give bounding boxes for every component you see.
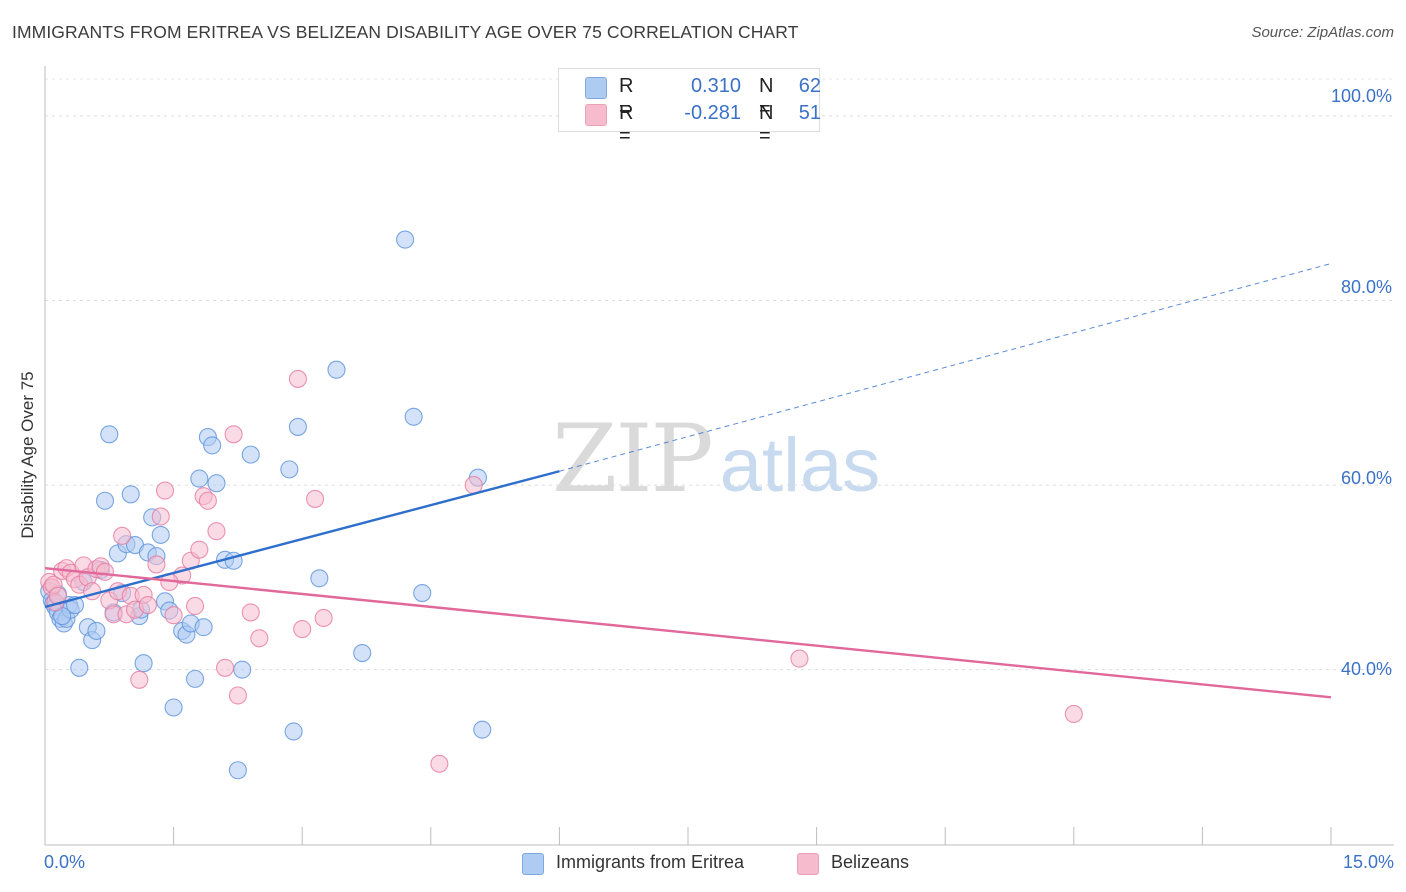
watermark-zip: ZIP xyxy=(552,405,714,514)
point-belizeans xyxy=(314,608,333,628)
y-tick-label-80: 80.0% xyxy=(1340,277,1392,297)
y-tick-label-40: 40.0% xyxy=(1340,659,1392,679)
point-belizeans xyxy=(198,491,217,510)
point-belizeans xyxy=(430,754,449,773)
x-tick-label-0: 0.0% xyxy=(44,852,86,872)
point-eritrea xyxy=(280,460,299,479)
point-eritrea xyxy=(151,525,170,544)
point-belizeans xyxy=(190,540,209,559)
legend-swatch-belizeans xyxy=(585,104,607,126)
legend-r-value: 0.310 xyxy=(690,75,741,97)
point-belizeans xyxy=(164,606,183,625)
legend-n-value: 51 xyxy=(798,102,821,124)
bottom-legend-swatch-belizeans xyxy=(797,853,819,875)
point-belizeans xyxy=(151,507,170,526)
watermark-atlas: atlas xyxy=(719,423,881,508)
y-axis-label: Disability Age Over 75 xyxy=(18,371,37,539)
point-belizeans xyxy=(228,686,247,705)
watermark: ZIP atlas xyxy=(552,405,880,514)
trendline-belizeans xyxy=(44,566,1332,699)
point-eritrea xyxy=(121,485,140,504)
point-eritrea xyxy=(310,569,329,588)
point-belizeans xyxy=(130,670,149,689)
legend-n-label: N = xyxy=(759,102,774,147)
point-eritrea xyxy=(134,654,153,673)
point-belizeans xyxy=(1064,704,1083,723)
point-eritrea xyxy=(233,660,252,679)
point-belizeans xyxy=(138,595,157,615)
point-eritrea xyxy=(396,230,415,249)
bottom-legend-swatch-eritrea xyxy=(522,853,544,875)
point-eritrea xyxy=(185,669,205,688)
x-tick-label-15: 15.0% xyxy=(1342,852,1394,872)
y-tick-label-60: 60.0% xyxy=(1340,468,1392,488)
point-belizeans xyxy=(95,562,115,581)
chart-title: IMMIGRANTS FROM ERITREA VS BELIZEAN DISA… xyxy=(12,22,799,42)
trendline-eritrea-extension xyxy=(559,263,1332,472)
point-eritrea xyxy=(413,584,432,603)
point-eritrea xyxy=(95,491,115,510)
point-belizeans xyxy=(464,476,483,495)
bottom-legend-label-belizeans: Belizeans xyxy=(831,852,910,872)
legend-r-label: R = xyxy=(619,75,634,120)
y-tick-label-100: 100.0% xyxy=(1330,86,1392,106)
point-eritrea xyxy=(288,417,307,436)
point-belizeans xyxy=(147,555,166,574)
correlation-legend: R = 0.310 N = 62 R = -0.281 N = 51 xyxy=(558,68,821,147)
point-eritrea xyxy=(194,618,213,637)
point-belizeans xyxy=(215,658,235,677)
point-belizeans xyxy=(207,522,226,541)
legend-r-label: R = xyxy=(619,102,634,147)
point-belizeans xyxy=(224,425,243,444)
legend-swatch-eritrea xyxy=(585,77,607,99)
point-belizeans xyxy=(250,629,269,648)
point-eritrea xyxy=(241,445,260,464)
point-eritrea xyxy=(207,474,226,493)
point-eritrea xyxy=(190,469,209,488)
source-note: Source: ZipAtlas.com xyxy=(1251,24,1394,41)
point-eritrea xyxy=(100,425,119,444)
point-belizeans xyxy=(790,649,809,668)
point-eritrea xyxy=(70,658,89,677)
point-belizeans xyxy=(306,489,325,508)
point-eritrea xyxy=(327,360,346,379)
point-eritrea xyxy=(473,720,492,739)
point-eritrea xyxy=(353,643,372,663)
legend-n-value: 62 xyxy=(798,75,821,97)
point-belizeans xyxy=(288,369,307,388)
point-eritrea xyxy=(284,722,303,741)
point-belizeans xyxy=(293,619,312,639)
point-belizeans xyxy=(113,526,132,545)
bottom-legend-label-eritrea: Immigrants from Eritrea xyxy=(556,852,745,872)
point-belizeans xyxy=(241,603,260,622)
trendline-eritrea xyxy=(44,470,560,609)
legend-n-label: N = xyxy=(759,75,774,120)
point-belizeans xyxy=(155,481,175,500)
point-eritrea xyxy=(87,621,106,640)
point-eritrea xyxy=(404,407,423,426)
legend-r-value: -0.281 xyxy=(684,102,741,124)
point-eritrea xyxy=(203,436,222,455)
point-eritrea xyxy=(228,761,247,780)
point-eritrea xyxy=(164,698,183,717)
point-belizeans xyxy=(185,596,205,616)
